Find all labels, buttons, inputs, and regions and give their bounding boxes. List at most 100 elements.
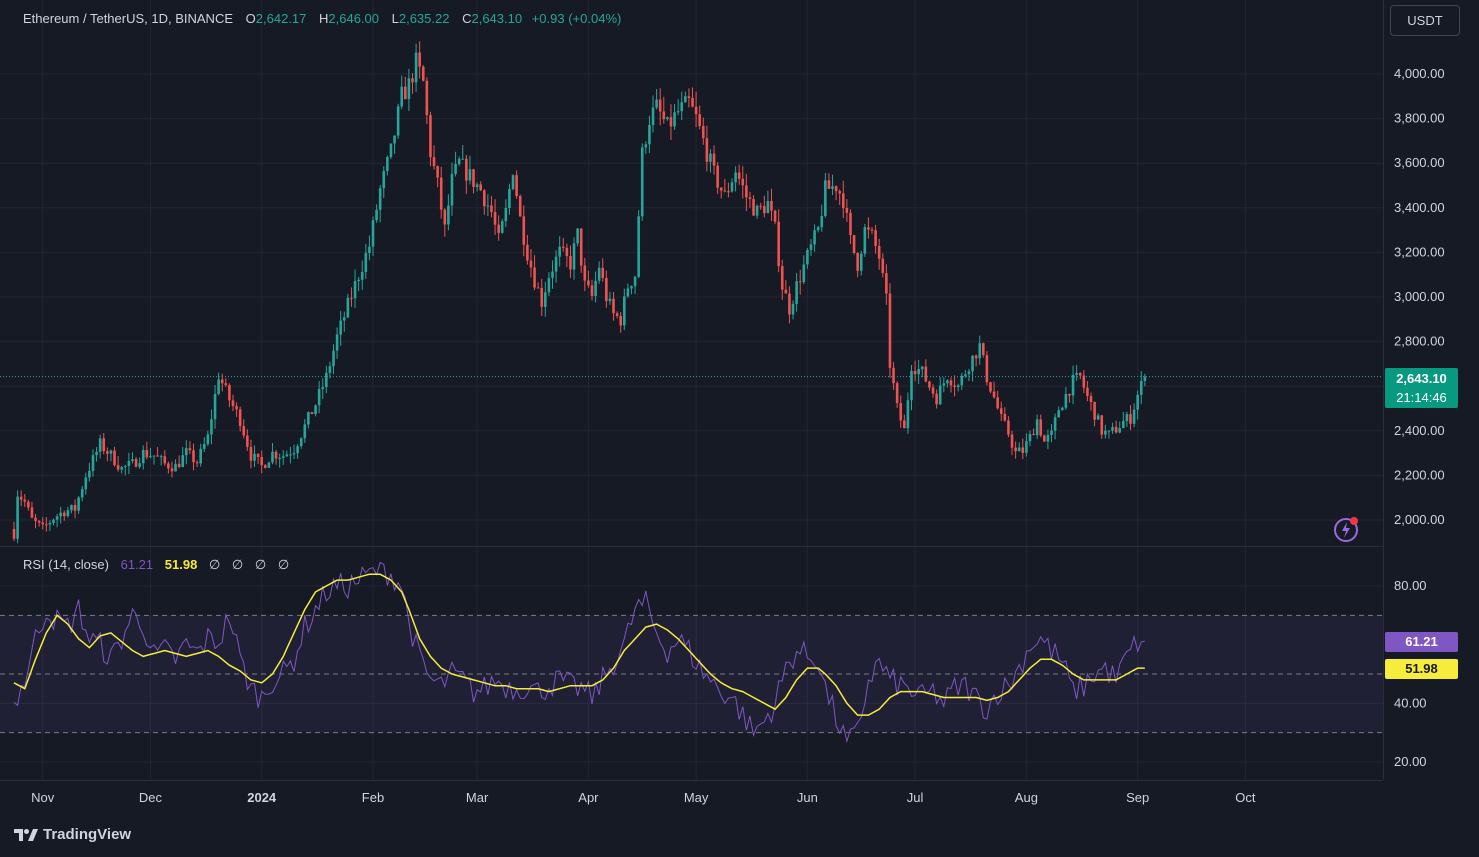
candle-body [303, 424, 307, 439]
candle-body [806, 249, 809, 265]
candle-up [795, 272, 798, 312]
candle-down [41, 517, 45, 530]
candle-down [432, 145, 436, 170]
candle-body [59, 512, 62, 517]
candle-body [1021, 447, 1025, 453]
candle-up [339, 310, 342, 346]
candle-up [185, 440, 188, 465]
candle-body [996, 397, 999, 409]
candle-body [62, 512, 66, 517]
candle-down [982, 342, 985, 358]
candle-body [569, 256, 572, 270]
candle-down [163, 450, 167, 466]
candle-body [493, 212, 497, 225]
candle-down [195, 460, 199, 467]
candle-up [500, 218, 504, 234]
candle-down [421, 65, 425, 82]
candle-body [328, 366, 332, 373]
high-value: 2,646.00 [328, 11, 379, 26]
candle-up [393, 135, 396, 154]
candle-body [396, 106, 400, 136]
candle-up [149, 447, 152, 459]
candle-down [662, 96, 666, 124]
candle-body [727, 191, 730, 193]
candle-body [1014, 447, 1017, 452]
candle-body [701, 125, 705, 139]
candle-body [213, 393, 217, 420]
candle-down [935, 389, 938, 409]
candle-body [906, 400, 910, 429]
bar-countdown: 21:14:46 [1396, 390, 1447, 405]
candle-body [1136, 394, 1139, 410]
price-tick-label: 4,000.00 [1394, 66, 1445, 81]
candle-up [289, 446, 292, 464]
candle-body [371, 220, 375, 247]
candle-up [55, 513, 59, 528]
rsi-axis: 20.00 40.00 80.00 [1394, 578, 1427, 769]
pane-separator[interactable] [0, 546, 1383, 547]
candle-up [325, 365, 328, 394]
candle-up [680, 91, 684, 121]
candle-down [177, 455, 181, 469]
candle-up [676, 99, 680, 116]
lightning-icon[interactable] [1333, 515, 1361, 548]
candle-body [511, 175, 515, 190]
currency-button[interactable]: USDT [1390, 5, 1460, 36]
candle-body [195, 462, 199, 464]
candle-down [615, 311, 619, 319]
candle-body [292, 453, 296, 455]
candle-up [1125, 411, 1129, 427]
candle-up [673, 104, 676, 131]
candle-up [684, 91, 687, 103]
candle-body [518, 196, 522, 217]
candle-body [960, 375, 964, 386]
symbol-legend: Ethereum / TetherUS, 1D, BINANCE O2,642.… [23, 11, 621, 26]
candle-down [953, 375, 956, 397]
rsi-value-tag: 61.21 [1385, 632, 1458, 652]
candle-body [759, 205, 763, 207]
candle-body [479, 184, 482, 191]
candle-down [996, 390, 999, 410]
candle-body [640, 147, 644, 217]
candle-body [953, 385, 956, 388]
time-tick-label: Nov [31, 790, 55, 805]
candle-up [253, 445, 256, 467]
candle-up [174, 459, 177, 472]
candle-body [838, 191, 841, 194]
candle-body [141, 450, 145, 464]
candle-down [497, 215, 500, 241]
price-tick-label: 3,800.00 [1394, 111, 1445, 126]
candle-down [852, 235, 856, 255]
time-tick-label: May [684, 790, 709, 805]
candle-body [325, 372, 328, 388]
candle-up [910, 364, 913, 411]
candle-body [457, 158, 461, 165]
candle-body [454, 164, 457, 174]
candle-down [536, 282, 540, 289]
price-grid [0, 0, 1383, 780]
rsi-title[interactable]: RSI (14, close) [23, 557, 109, 572]
candle-body [590, 285, 594, 296]
candle-down [565, 243, 569, 268]
candle-up [360, 260, 364, 290]
low-value: 2,635.22 [398, 11, 450, 26]
candle-body [831, 186, 834, 189]
rsi-tick-label: 20.00 [1394, 754, 1427, 769]
tradingview-logo[interactable]: TradingView [14, 826, 131, 843]
candle-body [321, 387, 325, 390]
candle-body [633, 276, 637, 287]
candle-body [27, 501, 30, 508]
candle-body [278, 457, 281, 459]
candle-down [741, 166, 745, 199]
candle-up [1122, 411, 1125, 429]
candle-body [138, 463, 141, 467]
candle-body [450, 173, 454, 206]
candle-down [698, 105, 701, 130]
candle-down [1129, 405, 1132, 430]
candle-body [999, 408, 1003, 414]
candle-down [19, 490, 23, 507]
candle-body [23, 499, 27, 502]
symbol-title[interactable]: Ethereum / TetherUS, 1D, BINANCE [23, 11, 234, 26]
